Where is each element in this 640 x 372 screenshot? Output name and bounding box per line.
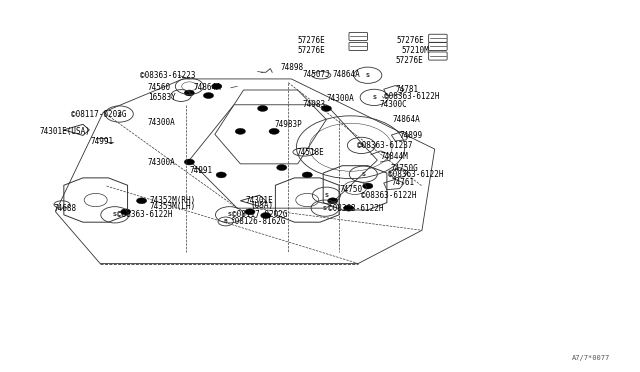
Text: 74300A: 74300A (148, 118, 176, 127)
Circle shape (184, 90, 195, 96)
Text: 74560: 74560 (148, 83, 171, 92)
Text: ©08363-6122H: ©08363-6122H (328, 203, 383, 213)
Text: 57276E: 57276E (298, 46, 326, 55)
Text: 74352M(RH): 74352M(RH) (149, 196, 195, 205)
Text: ©08363-6122H: ©08363-6122H (388, 170, 443, 179)
Circle shape (245, 209, 255, 215)
Text: 74781: 74781 (395, 85, 419, 94)
Circle shape (302, 172, 312, 178)
Text: ©08363-61223: ©08363-61223 (140, 71, 196, 80)
Text: S: S (366, 73, 370, 78)
Text: ©08363-6122H: ©08363-6122H (384, 92, 439, 101)
Text: 16583Y: 16583Y (148, 93, 176, 102)
Text: ©08363-61237: ©08363-61237 (357, 141, 412, 150)
Text: 74761: 74761 (392, 178, 415, 187)
Text: 74983: 74983 (302, 100, 325, 109)
Circle shape (212, 83, 222, 89)
Circle shape (260, 212, 271, 218)
Text: S: S (362, 172, 365, 177)
Text: S: S (227, 212, 232, 217)
Circle shape (204, 93, 214, 99)
Circle shape (216, 172, 227, 178)
Text: (USA): (USA) (250, 201, 273, 210)
Text: S: S (324, 193, 328, 198)
Circle shape (136, 198, 147, 204)
Text: S: S (117, 112, 121, 116)
Text: °08126-8162G: °08126-8162G (231, 217, 286, 226)
Text: 74898: 74898 (280, 63, 303, 72)
Circle shape (363, 183, 373, 189)
Text: 74864A: 74864A (393, 115, 420, 124)
Text: S: S (372, 95, 376, 100)
Text: 74750G: 74750G (390, 164, 418, 173)
Circle shape (236, 128, 246, 134)
Text: B: B (224, 219, 228, 224)
Circle shape (344, 205, 354, 211)
Text: ©08363-6122H: ©08363-6122H (117, 210, 173, 219)
Text: 74300A: 74300A (326, 94, 354, 103)
Circle shape (328, 198, 338, 204)
Text: S: S (323, 206, 327, 211)
Text: 74300A: 74300A (148, 157, 176, 167)
Text: 57276E: 57276E (395, 55, 423, 65)
Text: 74353M(LH): 74353M(LH) (149, 202, 195, 211)
Text: S: S (360, 143, 364, 148)
Circle shape (120, 209, 131, 215)
Text: 74301E: 74301E (246, 196, 273, 205)
Text: 74688: 74688 (54, 203, 77, 213)
Text: 74899: 74899 (399, 131, 423, 140)
Text: 74750: 74750 (339, 185, 362, 194)
Circle shape (321, 106, 332, 112)
Text: 74864A: 74864A (333, 70, 360, 79)
Circle shape (276, 164, 287, 170)
Text: 74991: 74991 (91, 137, 114, 146)
Text: 74301E(USA): 74301E(USA) (40, 127, 90, 136)
Text: 74300C: 74300C (380, 100, 407, 109)
Text: 74844M: 74844M (381, 152, 408, 161)
Text: S: S (113, 212, 117, 217)
Circle shape (257, 106, 268, 112)
Text: ©08363-6122H: ©08363-6122H (362, 191, 417, 200)
Text: ©08117-0202G: ©08117-0202G (232, 210, 287, 219)
Text: 57276E: 57276E (396, 36, 424, 45)
Text: ©08117-0202G: ©08117-0202G (72, 109, 127, 119)
Text: 57210M: 57210M (401, 46, 429, 55)
Text: 74864A: 74864A (194, 83, 221, 92)
Text: 74518E: 74518E (296, 148, 324, 157)
Circle shape (269, 128, 279, 134)
Circle shape (184, 159, 195, 165)
Text: 74983P: 74983P (274, 120, 302, 129)
Text: A7/7*0077: A7/7*0077 (572, 355, 610, 361)
Text: 74507J: 74507J (302, 70, 330, 79)
Text: 57276E: 57276E (298, 36, 326, 45)
Text: 74991: 74991 (189, 166, 212, 175)
